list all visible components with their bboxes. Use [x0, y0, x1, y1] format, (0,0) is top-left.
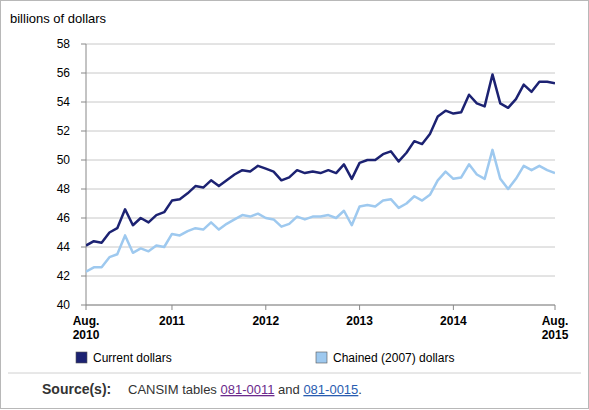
separator	[8, 373, 581, 374]
y-axis	[86, 44, 87, 305]
series-line	[86, 150, 555, 272]
plot-area	[86, 74, 555, 271]
x-tick-label: 2013	[346, 314, 373, 328]
grid-line	[86, 44, 555, 45]
x-tick	[86, 305, 87, 310]
y-tick	[81, 44, 86, 45]
y-tick-label: 52	[57, 124, 71, 138]
source-link[interactable]: 081-0011	[220, 382, 274, 397]
grid-line	[86, 189, 555, 190]
source-label: Source(s):	[42, 381, 111, 397]
x-tick-label: 2011	[159, 314, 185, 328]
source-text: CANSIM tables 081-0011 and 081-0015.	[128, 382, 362, 397]
source-part: .	[358, 382, 362, 397]
grid-line	[86, 305, 555, 306]
y-tick-label: 42	[57, 269, 71, 283]
legend-swatch	[76, 352, 87, 363]
legend-label: Chained (2007) dollars	[333, 351, 454, 365]
grid-line	[86, 276, 555, 277]
y-tick	[81, 247, 86, 248]
y-tick-label: 46	[57, 211, 71, 225]
y-tick	[81, 189, 86, 190]
source-link[interactable]: 081-0015	[303, 382, 358, 397]
x-axis	[86, 305, 555, 306]
y-tick-label: 40	[57, 298, 71, 312]
y-axis-label: billions of dollars	[10, 11, 107, 26]
chart: billions of dollars 40 42 44 46 48 50 52 54 56 58 A…	[0, 0, 589, 410]
y-tick-label: 50	[57, 153, 71, 167]
y-tick	[81, 305, 86, 306]
source-part: and	[274, 382, 303, 397]
x-tick	[555, 305, 556, 310]
grid-line	[86, 160, 555, 161]
x-tick	[265, 305, 266, 310]
x-tick	[359, 305, 360, 310]
y-tick	[81, 102, 86, 103]
x-tick-label: 2014	[440, 314, 467, 328]
frame	[1, 1, 589, 409]
y-tick-label: 48	[57, 182, 71, 196]
x-tick	[453, 305, 454, 310]
legend-swatch	[316, 352, 327, 363]
y-tick	[81, 131, 86, 132]
y-tick-label: 54	[57, 95, 71, 109]
y-tick-label: 58	[57, 37, 71, 51]
y-tick	[81, 160, 86, 161]
source-part: CANSIM tables	[128, 382, 220, 397]
x-tick	[171, 305, 172, 310]
y-tick	[81, 218, 86, 219]
x-tick-label: Aug.2010	[73, 314, 100, 342]
grid-line	[86, 131, 555, 132]
y-tick	[81, 276, 86, 277]
y-tick-label: 44	[57, 240, 71, 254]
series-line	[86, 74, 555, 245]
x-tick-label: Aug.2015	[542, 314, 569, 342]
y-tick-label: 56	[57, 66, 71, 80]
x-tick-label: 2012	[252, 314, 279, 328]
grid-line	[86, 73, 555, 74]
y-tick	[81, 73, 86, 74]
legend-label: Current dollars	[93, 351, 172, 365]
